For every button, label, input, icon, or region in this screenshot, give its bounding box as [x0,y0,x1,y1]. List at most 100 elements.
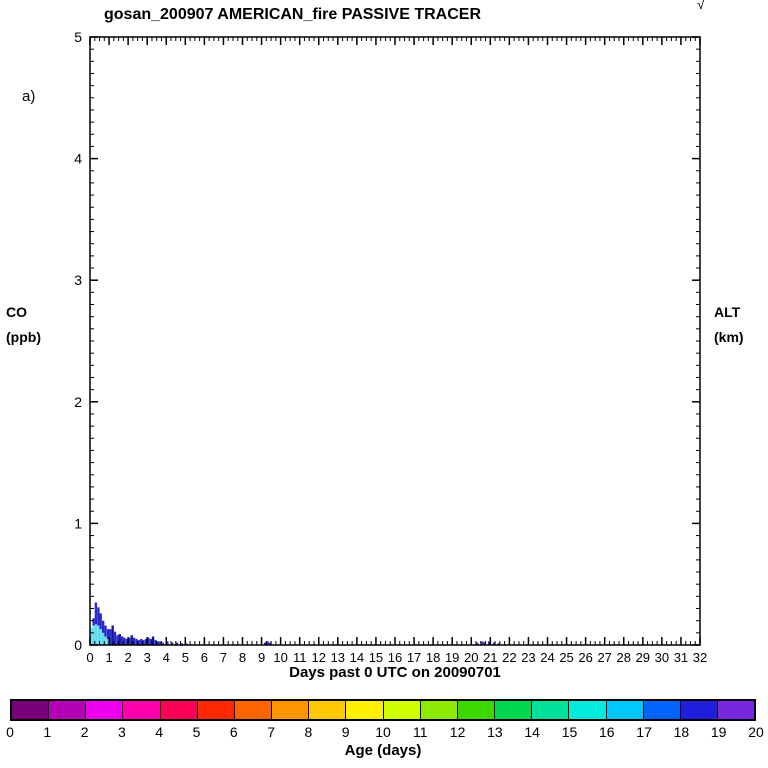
colorbar-tick: 19 [710,724,727,740]
colorbar-cell [717,701,755,719]
colorbar-label: Age (days) [344,742,422,759]
colorbar-tick: 18 [673,724,690,740]
colorbar-cell [272,701,310,719]
tick-label: 30 [655,650,669,665]
y-axis-label-right: ALT (km) [714,300,744,350]
tick-label: 12 [312,650,326,665]
colorbar-cell [680,701,718,719]
bar-segment [142,640,145,645]
bar-segment [111,625,114,645]
tick-label: 26 [578,650,592,665]
colorbar-cell [12,701,50,719]
bar-segment [109,629,112,645]
colorbar [10,699,756,721]
tick-label: 0 [86,650,93,665]
bar-segment [113,631,117,645]
tick-label: 32 [693,650,707,665]
tick-label: 7 [220,650,227,665]
colorbar-tick: 9 [341,724,350,740]
colorbar-tick: 1 [43,724,52,740]
tick-label: 5 [74,29,82,45]
bar-segment [101,632,105,645]
bar-segment [140,638,143,645]
bar-segment [475,642,479,645]
bar-segment [483,641,486,645]
tick-label: 29 [636,650,650,665]
bar-segment [128,637,131,645]
tick-label: 24 [540,650,554,665]
x-axis-label: Days past 0 UTC on 20090701 [289,664,501,681]
axes-frame [89,36,701,646]
colorbar-tick: 17 [636,724,652,740]
bar-segment [263,642,267,645]
bar-segment [123,637,126,645]
colorbar-tick: 7 [267,724,275,740]
colorbar-cell [234,701,273,719]
bar-segment [156,641,160,645]
bar-segment [116,635,119,645]
tick-label: 22 [502,650,516,665]
tick-label: 28 [617,650,631,665]
tick-label: 15 [369,650,383,665]
tick-label: 19 [445,650,459,665]
y-axis-label-right-line2: (km) [714,329,744,345]
tick-label: 9 [258,650,265,665]
colorbar-tick: 20 [748,724,764,740]
colorbar-cell [383,701,421,719]
tick-label: 17 [407,650,421,665]
colorbar-cell [86,701,124,719]
bar-segment [166,641,169,645]
colorbar-cell [606,701,644,719]
tick-label: 10 [273,650,287,665]
bar-segment [97,607,100,626]
bar-segment [144,638,148,645]
bar-segment [137,640,140,645]
tick-label: 14 [350,650,364,665]
bar-segment [101,620,105,633]
colorbar-cell [123,701,161,719]
bar-segment [161,642,164,645]
colorbar-cell [420,701,458,719]
tick-label: 13 [331,650,345,665]
bar-segment [480,641,484,645]
tick-label: 3 [74,272,82,288]
bar-segment [135,638,138,645]
colorbar-tick: 6 [229,724,238,740]
colorbar-cell [346,701,384,719]
bar-segment [487,641,491,645]
bar-segment [154,640,157,645]
bar-segment [106,629,110,639]
bar-segment [121,636,124,645]
colorbar-tick: 13 [487,724,503,740]
colorbar-tick: 5 [192,724,201,740]
colorbar-cell [160,701,198,719]
tick-label: 20 [464,650,478,665]
tick-label: 5 [182,650,189,665]
tick-label: 16 [388,650,402,665]
colorbar-tick: 4 [155,724,164,740]
colorbar-tick-labels: 0 1 2 3 4 5 6 7 8 9 10 11 12 13 14 15 16 17 18 19 20 [6,724,764,741]
colorbar-cell [495,701,533,719]
colorbar-tick: 16 [599,724,615,740]
colorbar-cell [532,701,570,719]
tick-label: 25 [559,650,573,665]
tick-label: 8 [239,650,246,665]
tick-label: 21 [483,650,497,665]
bar-segment [170,642,174,645]
bar-segment [180,643,183,645]
colorbar-tick: 8 [304,724,313,740]
bar-segment [99,613,102,630]
tick-label: 0 [74,637,82,653]
bar-segment [125,638,129,645]
bar-segment [92,625,95,645]
bar-segment [159,641,162,645]
bar-segment [118,634,121,645]
colorbar-tick: 12 [449,724,466,740]
y-axis-label-left: CO (ppb) [6,300,41,350]
tick-label: 6 [201,650,208,665]
tick-label: 18 [426,650,440,665]
tick-label: 27 [597,650,611,665]
tick-label: 4 [74,151,82,167]
colorbar-tick: 0 [6,724,14,740]
